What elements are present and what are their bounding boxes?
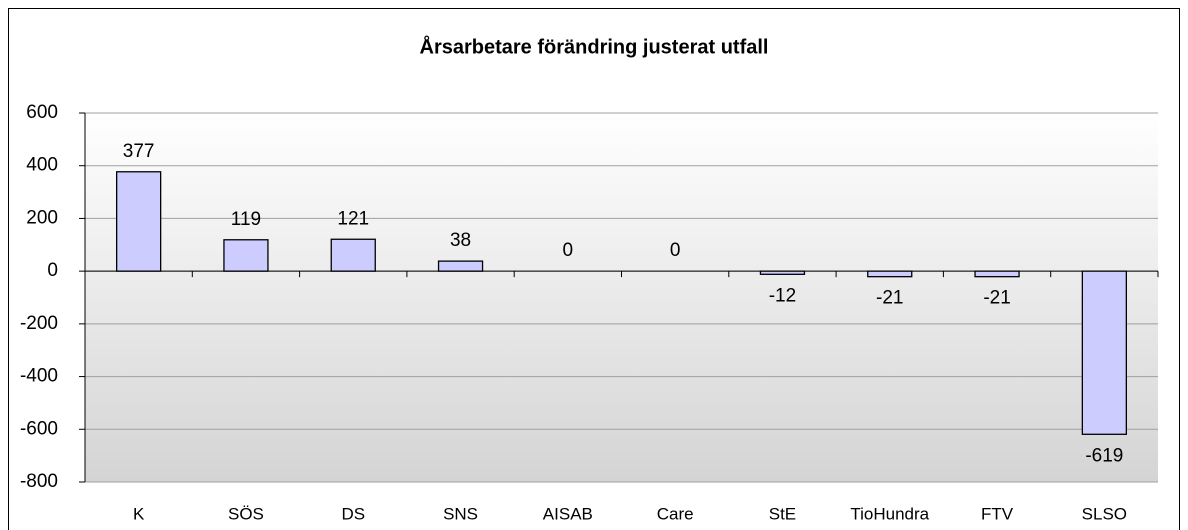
bar (223, 239, 269, 272)
plot-area (85, 113, 1158, 482)
y-tick-label: 400 (26, 155, 58, 176)
bar (1081, 270, 1127, 435)
x-tick-label: DS (341, 504, 365, 523)
x-tick-label: K (133, 504, 145, 523)
x-tick-label: FTV (981, 504, 1014, 523)
y-tick-label: -200 (20, 313, 58, 334)
y-tick-label: 600 (26, 102, 58, 123)
x-tick-label: AISAB (543, 504, 593, 523)
x-tick-label: StE (769, 504, 796, 523)
bar (974, 270, 1020, 278)
data-label: -619 (1085, 445, 1123, 466)
y-tick-label: -800 (20, 471, 58, 492)
y-tick-label: -600 (20, 418, 58, 439)
x-tick-label: Care (657, 504, 694, 523)
data-label: 0 (670, 240, 681, 261)
data-label: 38 (450, 230, 471, 251)
y-tick-label: -400 (20, 366, 58, 387)
bar (330, 238, 376, 272)
x-tick-label: TioHundra (850, 504, 929, 523)
data-label: -21 (983, 288, 1010, 309)
y-tick-label: 0 (47, 260, 58, 281)
chart-title: Årsarbetare förändring justerat utfall (420, 34, 769, 58)
data-label: 0 (563, 240, 574, 261)
bar (116, 171, 162, 272)
bar (867, 270, 913, 278)
data-label: -21 (876, 288, 903, 309)
data-label: 119 (231, 209, 261, 230)
x-tick-label: SÖS (228, 504, 264, 523)
x-tick-label: SLSO (1082, 504, 1127, 523)
bar (759, 270, 806, 275)
data-label: 121 (337, 208, 369, 229)
data-label: 377 (123, 141, 155, 162)
x-tick-label: SNS (443, 504, 478, 523)
y-tick-label: 200 (26, 207, 58, 228)
bar (437, 260, 484, 272)
data-label: -12 (769, 285, 796, 306)
